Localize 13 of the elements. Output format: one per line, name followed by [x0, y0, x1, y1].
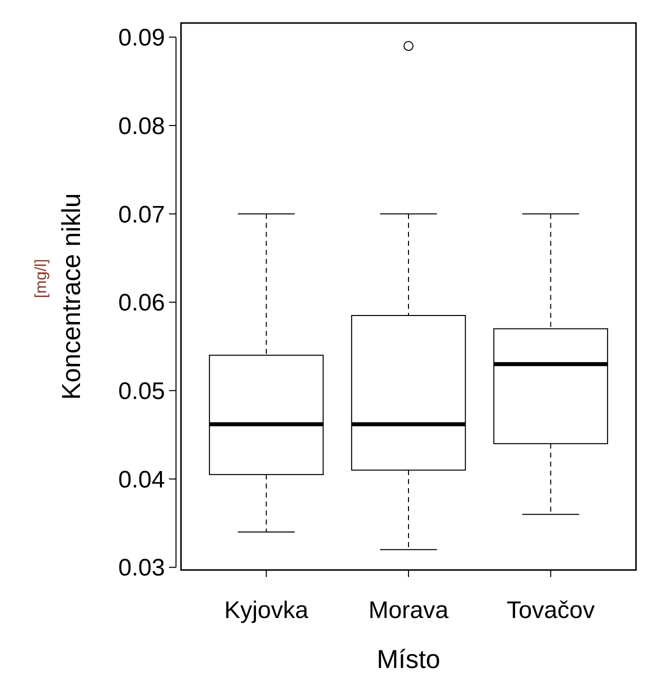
- y-tick-label: 0.09: [118, 24, 165, 52]
- y-tick-label: 0.08: [118, 112, 165, 140]
- y-tick-label: 0.04: [118, 466, 165, 494]
- y-tick-label: 0.03: [118, 554, 165, 582]
- y-tick-label: 0.07: [118, 201, 165, 228]
- x-tick-label: Tovačov: [506, 597, 595, 624]
- x-tick-label: Morava: [368, 597, 450, 624]
- x-axis-title: Místo: [376, 644, 440, 674]
- y-tick-label: 0.06: [118, 290, 165, 317]
- y-tick-label: 0.05: [118, 378, 165, 406]
- text: [mg/l]: [33, 258, 50, 298]
- y-axis-title: Koncentrace niklu: [56, 193, 86, 400]
- x-tick-label: Kyjovka: [224, 597, 309, 624]
